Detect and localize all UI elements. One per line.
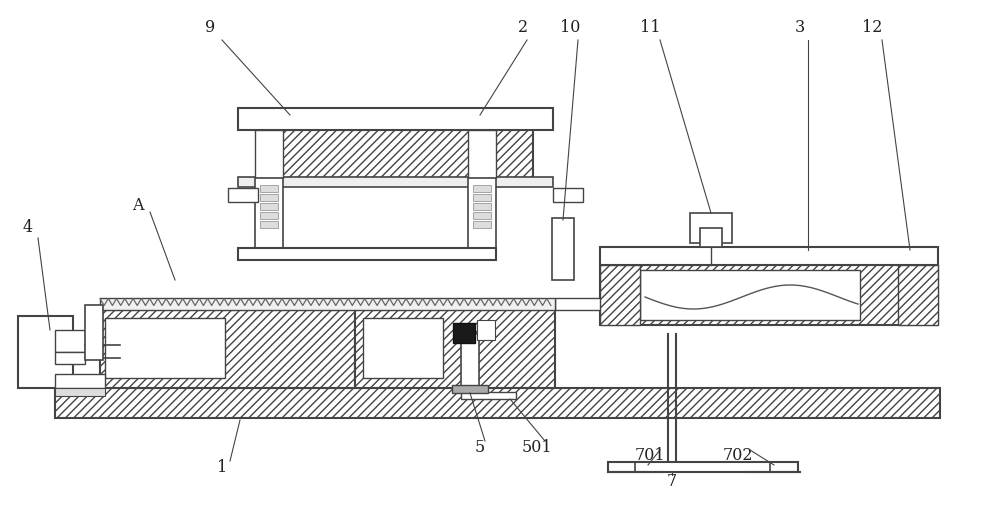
Bar	[477, 320, 495, 340]
Bar	[260, 203, 278, 210]
Text: 9: 9	[205, 19, 215, 37]
Bar	[55, 374, 105, 388]
Bar	[55, 388, 105, 396]
Bar	[363, 318, 443, 378]
Bar	[105, 318, 225, 378]
Bar	[55, 388, 940, 418]
Text: 501: 501	[522, 440, 552, 456]
Bar	[260, 185, 278, 192]
Bar	[898, 265, 938, 325]
Bar	[555, 298, 605, 310]
Bar	[55, 352, 85, 364]
Bar	[473, 185, 491, 192]
Text: 5: 5	[475, 440, 485, 456]
Bar	[473, 221, 491, 228]
Bar	[260, 221, 278, 228]
Bar	[468, 130, 496, 178]
Bar	[85, 305, 103, 360]
Bar	[461, 392, 516, 399]
Bar	[468, 178, 496, 250]
Bar	[473, 194, 491, 201]
Bar	[453, 323, 475, 343]
Bar	[355, 310, 555, 388]
Text: A: A	[132, 197, 144, 213]
Bar	[260, 194, 278, 201]
Bar	[100, 298, 555, 310]
Bar	[552, 218, 574, 280]
Text: 10: 10	[560, 19, 580, 37]
Bar	[260, 212, 278, 219]
Bar	[690, 213, 732, 243]
Bar	[238, 248, 496, 260]
Text: 3: 3	[795, 19, 805, 37]
Bar	[255, 130, 283, 178]
Bar	[600, 265, 640, 325]
Bar	[553, 188, 583, 202]
Text: 701: 701	[635, 447, 665, 463]
Bar	[228, 188, 258, 202]
Bar	[608, 462, 798, 472]
Text: 12: 12	[862, 19, 882, 37]
Text: 2: 2	[518, 19, 528, 37]
Bar	[473, 212, 491, 219]
Text: 1: 1	[217, 459, 227, 477]
Bar	[258, 130, 533, 178]
Bar	[18, 316, 73, 388]
Bar	[452, 385, 488, 393]
Bar	[238, 177, 553, 187]
Text: 702: 702	[723, 447, 753, 463]
Bar	[600, 265, 938, 325]
Text: 11: 11	[640, 19, 660, 37]
Bar	[55, 330, 85, 352]
Bar	[100, 310, 355, 388]
Bar	[640, 270, 860, 320]
Bar	[600, 247, 938, 265]
Text: 7: 7	[667, 474, 677, 490]
Bar	[255, 178, 283, 250]
Text: 4: 4	[23, 220, 33, 236]
Bar	[473, 203, 491, 210]
Bar	[461, 334, 479, 388]
Bar	[238, 108, 553, 130]
Bar	[700, 228, 722, 247]
